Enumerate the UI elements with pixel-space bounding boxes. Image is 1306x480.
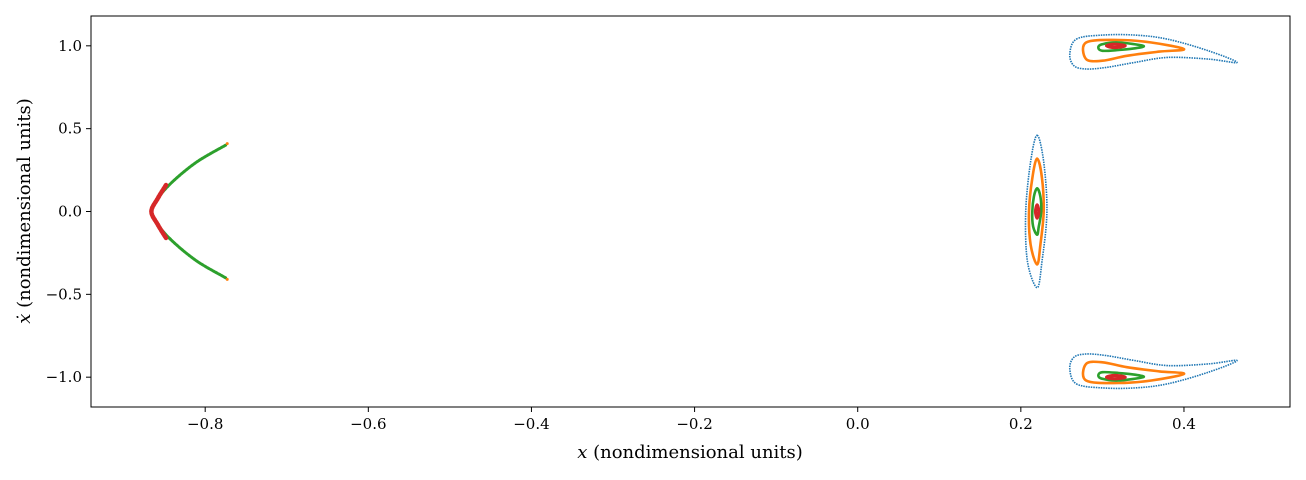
y-axis-label-var: ẋ [14,314,35,324]
x-tick-label: −0.6 [350,415,386,433]
series-3-island-2 [1096,41,1146,53]
x-tick-label: −0.4 [513,415,549,433]
x-tick-label: −0.2 [676,415,712,433]
series-2 [1027,38,1186,385]
series-2-island-1 [1027,157,1046,266]
series-2-island-3 [1081,360,1186,385]
y-axis-label: ẋ (nondimensional units) [14,98,35,324]
x-axis-ticks: −0.8 −0.6 −0.4 −0.2 0.0 0.2 0.4 [187,407,1196,433]
y-tick-label: 0.5 [58,120,82,138]
y-tick-label: −1.0 [46,368,82,386]
series-4 [149,42,1127,381]
series-4-arc-1 [149,182,169,241]
x-axis-label: x (nondimensional units) [577,442,803,463]
y-tick-label: 0.0 [58,203,82,221]
x-tick-label: 0.4 [1172,415,1196,433]
tip-point [225,277,229,281]
series-1-island-1 [1024,134,1048,289]
y-axis-label-text: (nondimensional units) [14,98,35,313]
x-tick-label: −0.8 [187,415,223,433]
series-1 [1024,33,1238,390]
x-tick-label: 0.2 [1009,415,1033,433]
plot-marks [149,33,1238,390]
y-axis-ticks: −1.0 −0.5 0.0 0.5 1.0 [46,37,91,386]
y-tick-label: −0.5 [46,285,82,303]
tip-point [225,142,229,146]
series-4-island-2 [1104,42,1127,50]
series-4-island-1 [1033,203,1041,220]
y-tick-label: 1.0 [58,37,82,55]
series-3-island-1 [1030,186,1043,237]
x-axis-label-text: (nondimensional units) [587,442,802,463]
x-tick-label: 0.0 [846,415,870,433]
series-3-island-3 [1096,370,1146,382]
series-4-island-3 [1104,373,1127,381]
series-2-island-2 [1081,38,1186,63]
x-axis-label-var: x [577,442,587,463]
